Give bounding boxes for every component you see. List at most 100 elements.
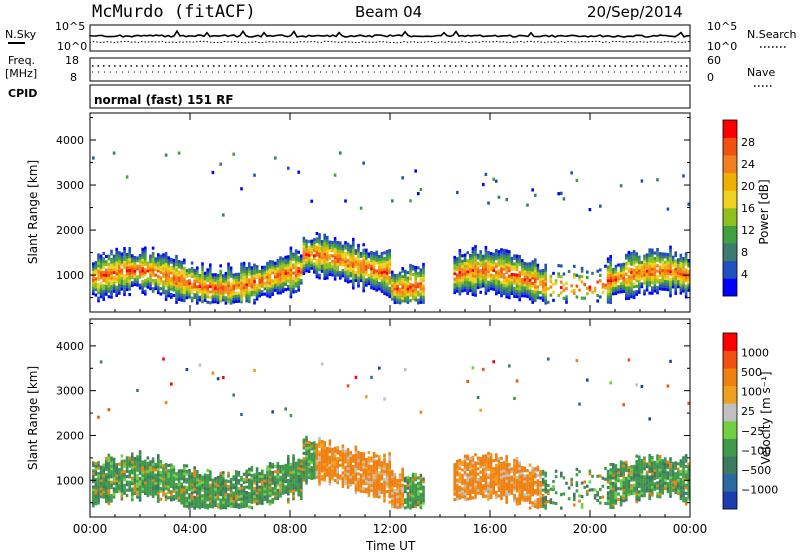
range-cell [354,273,358,277]
range-cell [154,481,157,485]
range-cell [536,285,540,289]
range-cell [105,254,108,258]
range-cell [497,475,501,479]
range-cell [549,274,553,278]
range-cell [380,474,384,478]
range-cell [167,283,170,287]
range-cell [190,480,194,484]
range-cell [489,260,493,264]
range-cell [320,267,324,271]
range-cell [489,493,493,497]
range-cell [645,277,649,281]
range-cell [151,270,155,274]
range-cell [227,281,230,285]
range-cell [323,457,326,461]
range-cell [242,283,246,287]
range-cell [544,301,547,305]
range-cell [276,275,280,279]
range-cell [393,475,397,479]
range-cell [528,495,532,499]
range-cell [375,250,378,254]
range-cell [461,481,464,485]
range-cell [396,495,399,499]
range-cell [271,473,274,477]
range-cell [375,473,378,477]
range-cell [175,496,178,500]
range-cell [302,247,306,251]
range-cell [315,275,319,279]
range-cell [328,264,332,268]
range-cell [411,273,415,277]
range-cell [253,266,256,270]
range-cell [235,494,238,498]
range-cell [245,499,248,503]
range-cell [586,292,589,296]
range-cell [294,475,298,479]
range-cell [242,267,246,271]
range-cell [112,463,116,467]
range-cell [523,469,527,473]
range-cell [302,242,306,246]
range-cell [133,473,137,477]
range-cell [154,287,157,291]
range-cell [645,280,649,284]
range-cell [326,271,329,275]
range-cell [300,472,303,476]
range-cell [463,269,467,273]
range-cell [297,170,300,174]
range-cell [162,261,165,265]
range-cell [154,284,157,288]
range-cell [422,273,425,277]
range-cell [240,292,243,296]
range-cell [110,464,113,468]
range-cell [625,291,628,295]
range-cell [185,271,189,275]
range-cell [120,287,124,291]
range-cell [656,248,659,252]
range-cell [619,274,623,278]
range-cell [544,501,547,505]
range-cell [276,472,280,476]
range-cell [383,496,386,500]
range-cell [365,270,368,274]
range-cell [149,462,152,466]
range-cell [294,480,298,484]
range-cell [458,273,462,277]
range-cell [115,487,118,491]
range-cell [417,500,420,504]
range-cell [323,451,326,455]
range-cell [531,490,534,494]
range-cell [461,476,464,480]
range-cell [180,271,183,275]
range-cell [664,279,667,283]
range-cell [279,275,282,279]
range-cell [370,286,373,290]
range-cell [242,286,246,290]
range-cell [549,277,553,281]
range-cell [141,261,144,265]
range-cell [170,474,173,478]
range-cell [107,491,111,495]
range-cell [287,457,290,461]
range-cell [240,486,243,490]
range-cell [385,282,389,286]
range-cell [513,281,516,285]
range-cell [318,477,321,481]
range-cell [255,265,259,269]
range-cell [112,284,116,288]
range-cell [123,282,126,286]
range-cell [107,284,111,288]
range-cell [336,475,339,479]
range-cell [289,473,293,477]
range-cell [521,484,524,488]
range-cell [289,479,293,483]
range-cell [242,504,246,508]
range-cell [393,279,397,283]
range-cell [476,461,480,465]
range-cell [164,492,168,496]
range-cell [92,485,95,489]
range-cell [297,261,300,265]
range-cell [357,456,360,460]
range-cell [463,261,467,265]
range-cell [276,494,280,498]
